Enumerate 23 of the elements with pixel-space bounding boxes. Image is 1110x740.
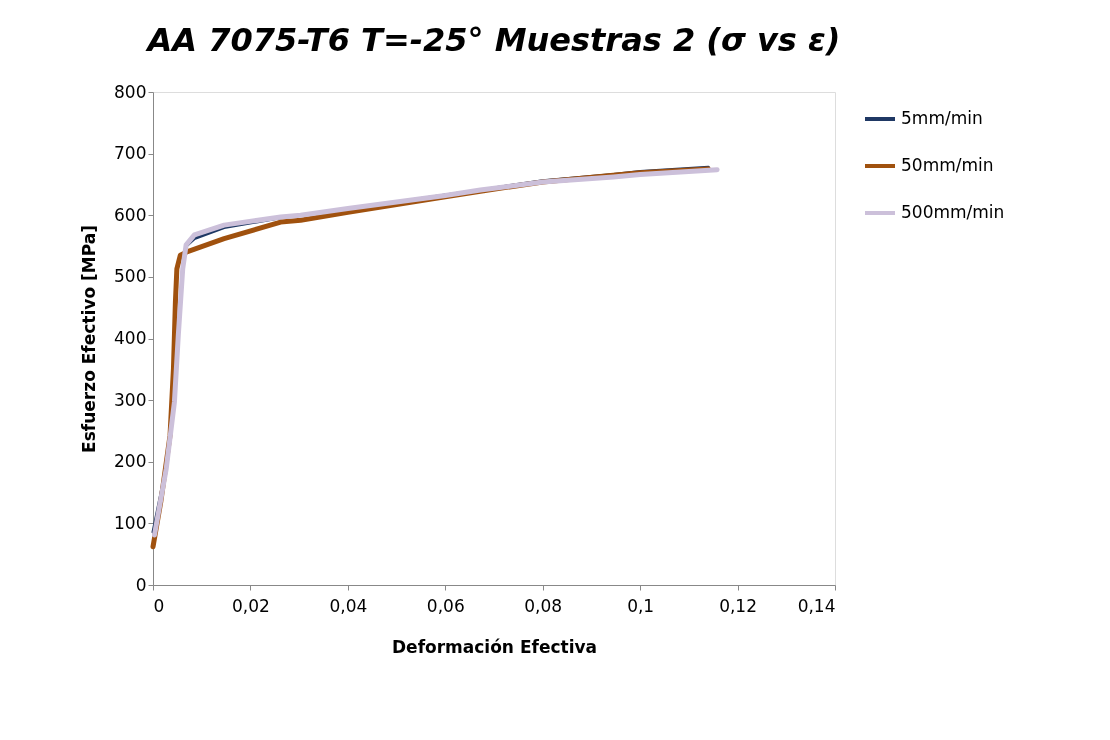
x-tick-label: 0,06 <box>426 595 465 616</box>
legend-label: 50mm/min <box>901 155 994 175</box>
y-axis-title: Esfuerzo Efectivo [MPa] <box>79 225 100 453</box>
x-tick-label: 0,14 <box>797 595 836 616</box>
legend-label: 500mm/min <box>901 202 1005 222</box>
y-tick-label: 100 <box>114 512 147 533</box>
x-tick-label: 0,04 <box>329 595 368 616</box>
x-tick-label: 0,1 <box>627 595 655 616</box>
y-tick-label: 800 <box>114 81 147 102</box>
y-tick-label: 500 <box>114 266 147 287</box>
x-tick-label: 0,08 <box>524 595 563 616</box>
x-tick-label: 0,12 <box>719 595 757 616</box>
y-tick-label: 0 <box>135 574 147 595</box>
y-tick-label: 600 <box>114 204 147 225</box>
y-tick-label: 400 <box>114 328 147 348</box>
legend-label: 5mm/min <box>901 108 983 128</box>
x-axis-title: Deformación Efectiva <box>391 636 598 657</box>
y-tick-label: 300 <box>114 389 147 410</box>
chart-title: AA 7075-T6 T=-25° Muestras 2 (σ vs ε) <box>144 21 841 59</box>
x-tick-label: 0 <box>153 595 165 616</box>
x-tick-label: 0,02 <box>232 595 270 616</box>
y-tick-label: 700 <box>114 143 147 164</box>
y-tick-label: 200 <box>114 451 147 472</box>
